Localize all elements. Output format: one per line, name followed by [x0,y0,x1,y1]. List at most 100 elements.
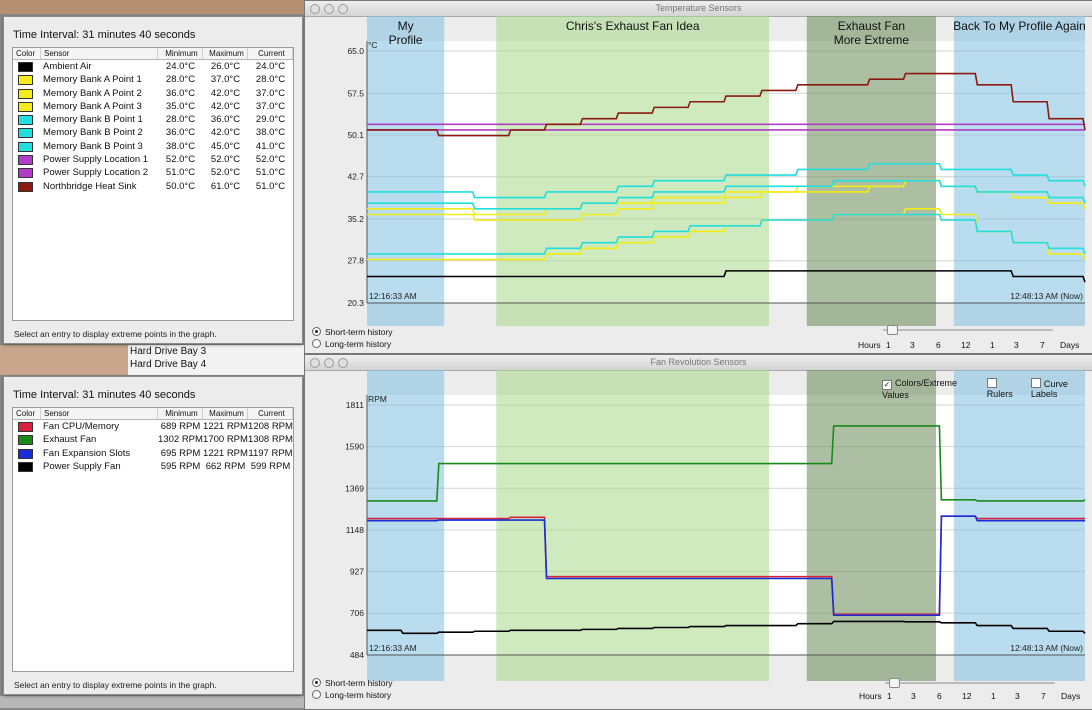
minimum-value: 36.0°C [165,87,196,99]
table-row[interactable]: Memory Bank B Point 1 28.0°C 36.0°C 29.0°C [13,113,293,126]
time-scale-slider[interactable] [885,682,1055,684]
fan-sensor-table[interactable]: Color Sensor Minimum Maximum Current Fan… [12,407,294,672]
time-scale-slider[interactable] [883,329,1053,331]
window-title: Fan Revolution Sensors [650,357,747,367]
color-cell [13,447,41,460]
short-term-radio[interactable]: Short-term history [312,326,393,338]
column-header-maximum[interactable]: Maximum [203,48,248,59]
current-value: 38.0°C [255,127,286,139]
time-scale-label: Hours [859,691,882,701]
zoom-button[interactable] [338,4,348,14]
desktop-background [0,0,305,14]
table-row[interactable]: Northbridge Heat Sink 50.0°C 61.0°C 51.0°C [13,180,293,193]
zoom-button[interactable] [338,358,348,368]
table-row[interactable]: Fan CPU/Memory 689 RPM 1221 RPM 1208 RPM [13,420,293,433]
column-header-color[interactable]: Color [13,48,41,59]
minimize-button[interactable] [324,4,334,14]
colors-extreme-checkbox[interactable]: ✓ Colors/Extreme Values [882,378,979,400]
table-row[interactable]: Power Supply Location 1 52.0°C 52.0°C 52.0°… [13,153,293,166]
color-cell [13,100,41,113]
color-cell [13,140,41,153]
column-header-minimum[interactable]: Minimum [158,48,203,59]
table-row[interactable]: Power Supply Fan 595 RPM 662 RPM 599 RPM [13,460,293,473]
window-titlebar[interactable]: Temperature Sensors [305,1,1092,17]
y-tick-label: 57.5 [347,88,364,98]
current-value: 37.0°C [255,100,286,112]
annotation-band [496,16,770,326]
close-button[interactable] [310,4,320,14]
maximum-value: 26.0°C [210,61,241,72]
time-scale-slider-knob[interactable] [889,678,900,688]
color-swatch[interactable] [18,181,33,192]
annotation-label: Back To My Profile Again [953,19,1086,33]
sensor-name: Fan Expansion Slots [43,447,131,459]
time-scale-label: 1 [887,691,892,701]
table-row[interactable]: Exhaust Fan 1302 RPM 1700 RPM 1308 RPM [13,433,293,446]
end-time-label: 12:48:13 AM (Now) [1010,291,1083,301]
color-swatch[interactable] [18,155,33,166]
column-header-minimum[interactable]: Minimum [158,408,203,419]
minimum-value: 28.0°C [165,74,196,86]
table-row[interactable]: Power Supply Location 2 51.0°C 52.0°C 51.0°… [13,166,293,179]
window-titlebar[interactable]: Fan Revolution Sensors [305,355,1092,371]
current-value: 599 RPM [250,460,291,472]
table-row[interactable]: Memory Bank A Point 1 28.0°C 37.0°C 28.0°C [13,73,293,86]
fan-chart[interactable]: 1811 1590 1369 1148 927 706 484 RPM 12:16:33 AM 1… [305,370,1092,681]
color-swatch[interactable] [18,88,33,99]
close-button[interactable] [310,358,320,368]
temperature-sensor-table[interactable]: Color Sensor Minimum Maximum Current Amb… [12,47,294,321]
minimum-value: 24.0°C [165,61,196,72]
column-header-color[interactable]: Color [13,408,41,419]
color-swatch[interactable] [18,422,33,432]
column-header-current[interactable]: Current [248,48,293,59]
column-header-current[interactable]: Current [248,408,293,419]
minimum-value: 695 RPM [160,447,201,459]
current-value: 1308 RPM [248,434,293,446]
table-row[interactable]: Memory Bank B Point 2 36.0°C 42.0°C 38.0°C [13,126,293,139]
color-swatch[interactable] [18,461,33,472]
long-term-radio[interactable]: Long-term history [312,689,393,701]
color-cell [13,420,41,433]
series-line [367,515,1085,617]
column-header-sensor[interactable]: Sensor [41,48,158,59]
color-swatch[interactable] [18,62,33,72]
color-swatch[interactable] [18,141,33,152]
color-swatch[interactable] [18,115,33,126]
color-swatch[interactable] [18,101,33,112]
current-value: 28.0°C [255,74,286,86]
curve-labels-checkbox[interactable]: Curve Labels [1030,378,1092,400]
color-swatch[interactable] [18,435,33,446]
table-row[interactable]: Memory Bank A Point 3 35.0°C 42.0°C 37.0°C [13,100,293,113]
annotation-band [953,370,1085,681]
table-row[interactable]: Memory Bank B Point 3 38.0°C 45.0°C 41.0°C [13,140,293,153]
y-axis-unit-label: °C [368,40,378,50]
series-line [367,72,1086,137]
column-header-sensor[interactable]: Sensor [41,408,158,419]
current-value: 52.0°C [255,154,286,166]
time-scale-slider-knob[interactable] [887,325,898,335]
table-row[interactable]: Memory Bank A Point 2 36.0°C 42.0°C 37.0°C [13,87,293,100]
checkbox-label: Rulers [986,389,1013,399]
color-swatch[interactable] [18,128,33,139]
color-swatch[interactable] [18,448,33,459]
color-swatch[interactable] [18,168,33,179]
table-row[interactable]: Ambient Air 24.0°C 26.0°C 24.0°C [13,60,293,73]
color-swatch[interactable] [18,75,33,86]
short-term-radio[interactable]: Short-term history [312,677,393,689]
maximum-value: 36.0°C [210,114,241,126]
series-line [367,213,1086,255]
time-scale-labels: Hours 1 3 6 12 1 3 7 Days [859,691,1089,703]
rulers-checkbox[interactable]: Rulers [986,378,1023,400]
minimize-button[interactable] [324,358,334,368]
temperature-legend-panel: Time Interval: 31 minutes 40 seconds Col… [3,16,303,344]
display-options: ✓ Colors/Extreme Values Rulers Curve Labe… [882,378,1092,400]
y-tick-label: 484 [350,650,364,660]
radio-label: Long-term history [325,690,392,700]
long-term-radio[interactable]: Long-term history [312,338,393,350]
series-line [367,179,1086,210]
column-header-maximum[interactable]: Maximum [203,408,248,419]
time-scale-label: 3 [1015,691,1020,701]
color-cell [13,433,41,446]
table-row[interactable]: Fan Expansion Slots 695 RPM 1221 RPM 1197 R… [13,447,293,460]
